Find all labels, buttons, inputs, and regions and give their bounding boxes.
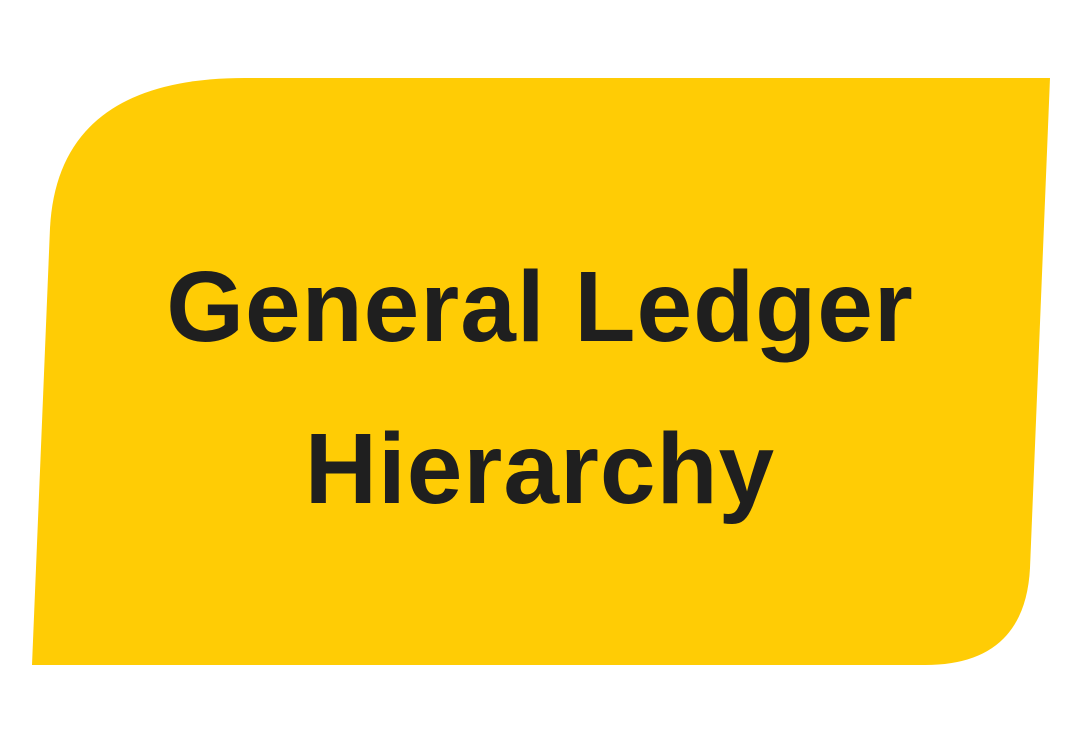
tile-title-line-2: Hierarchy xyxy=(304,413,776,525)
tile-title-line-1: General Ledger xyxy=(166,251,914,363)
tile-title: General Ledger Hierarchy xyxy=(60,226,1020,550)
tile-background-shape xyxy=(32,78,1050,665)
